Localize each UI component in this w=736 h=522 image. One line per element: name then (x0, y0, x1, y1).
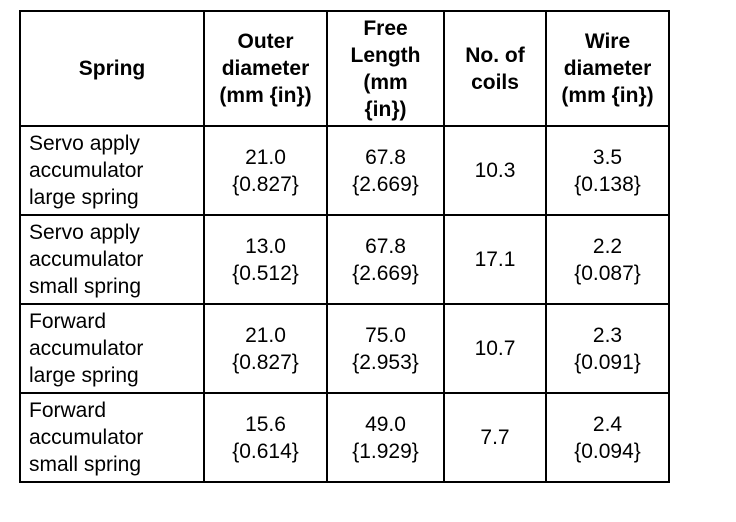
cell-line: Length (350, 43, 421, 67)
header-cell: Wire diameter (mm {in}) (545, 10, 670, 127)
table-cell: 3.5 {0.138} (545, 125, 670, 216)
cell-line: large spring (29, 364, 139, 387)
cell-line: 49.0 (365, 412, 406, 436)
table-row: Servo apply accumulator small spring 13.0 {0… (19, 214, 670, 305)
table-cell: 49.0 {1.929} (326, 392, 445, 483)
cell-line: 2.4 (592, 412, 623, 436)
cell-line: 3.5 (592, 145, 623, 169)
cell-line: (mm (363, 70, 408, 94)
cell-line: Spring (78, 57, 146, 80)
cell-line: coils (471, 70, 519, 94)
cell-line: {2.953} (352, 350, 419, 374)
cell-line: diameter (563, 57, 652, 80)
cell-line: 21.0 (245, 145, 286, 169)
table-cell: 2.3 {0.091} (545, 303, 670, 394)
cell-line: Forward (29, 399, 107, 422)
cell-line: Servo apply (29, 132, 140, 155)
cell-line: {in}) (364, 97, 407, 121)
cell-line: {0.087} (574, 261, 641, 285)
cell-line: 2.3 (592, 323, 623, 347)
table-cell: 17.1 (443, 214, 547, 305)
spec-table: Spring Outer diameter (mm {in}) Free Length (m… (19, 10, 670, 483)
cell-line: 10.7 (474, 337, 516, 360)
cell-line: No. of (465, 43, 525, 67)
cell-line: 2.2 (592, 234, 623, 258)
cell-line: 21.0 (245, 323, 286, 347)
cell-line: large spring (29, 186, 139, 209)
table-cell: 21.0 {0.827} (203, 303, 328, 394)
cell-line: Outer (237, 30, 294, 53)
cell-line: Forward (29, 310, 107, 333)
cell-line: {0.827} (232, 350, 299, 374)
table-cell: 10.7 (443, 303, 547, 394)
cell-line: {0.614} (232, 439, 299, 463)
table-cell: 10.3 (443, 125, 547, 216)
table-cell: Servo apply accumulator small spring (19, 214, 205, 305)
header-cell: No. of coils (443, 10, 547, 127)
cell-line: accumulator (29, 248, 144, 271)
cell-line: (mm {in}) (219, 84, 312, 107)
cell-line: 15.6 (245, 412, 286, 436)
table-cell: 7.7 (443, 392, 547, 483)
header-cell: Free Length (mm {in}) (326, 10, 445, 127)
cell-line: accumulator (29, 337, 144, 360)
cell-line: 13.0 (245, 234, 286, 258)
header-cell: Spring (19, 10, 205, 127)
cell-line: 75.0 (365, 323, 406, 347)
cell-line: {0.094} (574, 439, 641, 463)
table-cell: 15.6 {0.614} (203, 392, 328, 483)
cell-line: {1.929} (352, 439, 419, 463)
table-row: Servo apply accumulator large spring 21.0 {0… (19, 125, 670, 216)
cell-line: {0.138} (574, 172, 641, 196)
header-cell: Outer diameter (mm {in}) (203, 10, 328, 127)
cell-line: diameter (221, 57, 310, 80)
header-row: Spring Outer diameter (mm {in}) Free Length (m… (19, 10, 670, 127)
cell-line: {0.827} (232, 172, 299, 196)
table-cell: 21.0 {0.827} (203, 125, 328, 216)
cell-line: {0.091} (574, 350, 641, 374)
table-cell: 2.4 {0.094} (545, 392, 670, 483)
cell-line: accumulator (29, 426, 144, 449)
cell-line: {0.512} (232, 261, 299, 285)
cell-line: 67.8 (365, 234, 406, 258)
table-cell: 67.8 {2.669} (326, 214, 445, 305)
table-body: Servo apply accumulator large spring 21.0 {0… (19, 125, 670, 483)
cell-line: Free (363, 16, 408, 40)
cell-line: 67.8 (365, 145, 406, 169)
cell-line: 10.3 (474, 159, 516, 182)
table-cell: 13.0 {0.512} (203, 214, 328, 305)
table-cell: Servo apply accumulator large spring (19, 125, 205, 216)
table-cell: 67.8 {2.669} (326, 125, 445, 216)
cell-line: accumulator (29, 159, 144, 182)
cell-line: 7.7 (480, 426, 510, 449)
cell-line: 17.1 (474, 248, 516, 271)
cell-line: {2.669} (352, 261, 419, 285)
cell-line: {2.669} (352, 172, 419, 196)
table-cell: Forward accumulator large spring (19, 303, 205, 394)
table-cell: 2.2 {0.087} (545, 214, 670, 305)
cell-line: Wire (584, 30, 631, 53)
cell-line: Servo apply (29, 221, 140, 244)
table-cell: Forward accumulator small spring (19, 392, 205, 483)
cell-line: (mm {in}) (561, 84, 654, 107)
table-cell: 75.0 {2.953} (326, 303, 445, 394)
table-row: Forward accumulator small spring 15.6 {0.614… (19, 392, 670, 483)
cell-line: small spring (29, 275, 142, 298)
table-row: Forward accumulator large spring 21.0 {0.827… (19, 303, 670, 394)
cell-line: small spring (29, 453, 142, 476)
